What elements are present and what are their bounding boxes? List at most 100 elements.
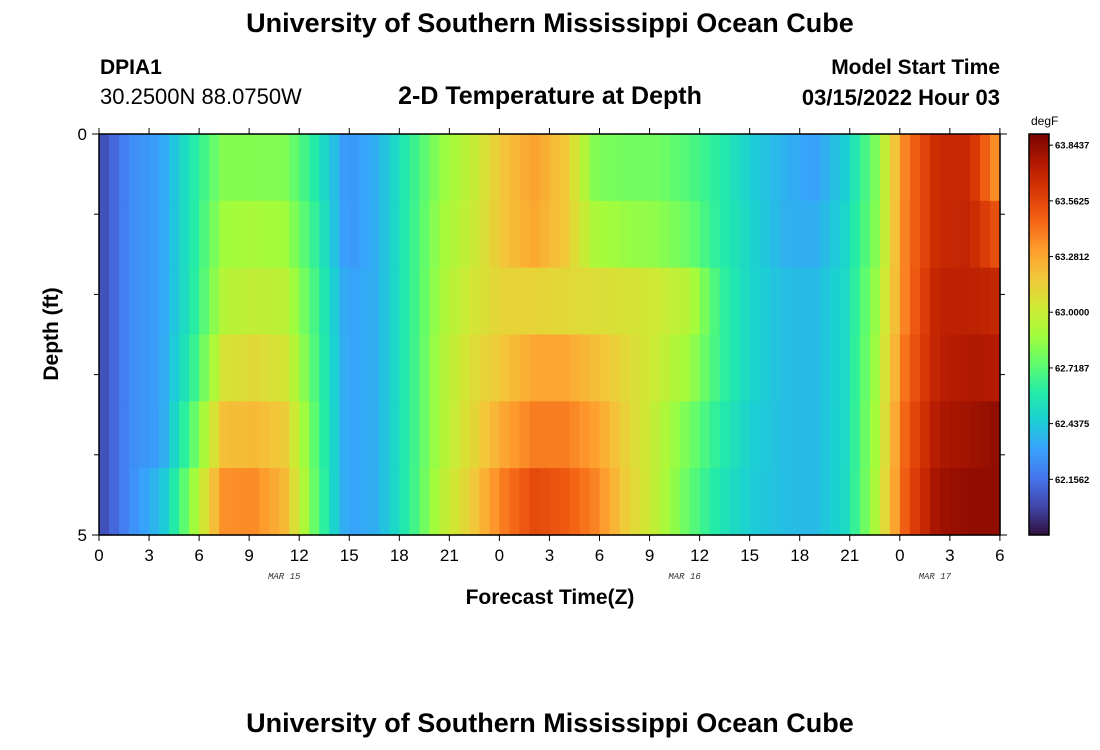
heatmap-cell <box>819 468 831 536</box>
heatmap-cell <box>169 468 180 536</box>
heatmap-cell <box>299 334 310 402</box>
heatmap-cell <box>649 401 661 469</box>
heatmap-cell <box>459 200 471 269</box>
heatmap-cell <box>929 200 941 269</box>
heatmap-cell <box>329 334 340 402</box>
colorbar-segment <box>1029 254 1049 259</box>
heatmap-cell <box>979 267 991 336</box>
heatmap-cell <box>599 334 611 402</box>
heatmap-cell <box>859 468 871 536</box>
heatmap-cell <box>539 134 551 202</box>
colorbar-frame <box>1028 133 1050 536</box>
colorbar-segment <box>1029 408 1049 412</box>
heatmap-cell <box>829 200 841 269</box>
colorbar-segment <box>1029 514 1049 519</box>
heatmap-cell <box>239 401 250 469</box>
heatmap-cell <box>509 267 521 336</box>
heatmap-cells <box>99 134 1001 536</box>
heatmap-cell <box>759 200 771 269</box>
heatmap-cell <box>169 334 180 402</box>
heatmap-cell <box>429 468 440 536</box>
colorbar-segment <box>1029 260 1049 265</box>
heatmap-cell <box>729 134 741 202</box>
heatmap-cell <box>389 468 400 536</box>
heatmap-cell <box>799 134 811 202</box>
heatmap-cell <box>739 200 751 269</box>
heatmap-cell <box>699 267 711 336</box>
heatmap-cell <box>689 468 701 536</box>
heatmap-cell <box>529 134 541 202</box>
heatmap-cell <box>869 134 881 202</box>
heatmap-cell <box>769 267 781 336</box>
colorbar-segment <box>1029 177 1049 182</box>
heatmap-cell <box>589 200 601 269</box>
heatmap-cell <box>829 267 841 336</box>
heatmap-cell <box>729 267 741 336</box>
heatmap-cell <box>329 401 340 469</box>
heatmap-cell <box>339 267 350 336</box>
heatmap-cell <box>679 200 691 269</box>
heatmap-cell <box>479 334 491 402</box>
colorbar-segment <box>1029 461 1049 466</box>
heatmap-cell <box>889 200 901 269</box>
colorbar-tick-label: 63.5625 <box>1055 196 1090 207</box>
colorbar-segment <box>1029 494 1049 499</box>
heatmap-cell <box>949 134 961 202</box>
colorbar-segment <box>1029 234 1049 239</box>
heatmap-cell <box>109 401 120 469</box>
heatmap-cell <box>189 334 200 402</box>
heatmap-cell <box>859 134 871 202</box>
y-axis: 05 <box>78 125 1007 545</box>
heatmap-cell <box>799 468 811 536</box>
heatmap-cell <box>869 200 881 269</box>
heatmap-cell <box>509 334 521 402</box>
heatmap-cell <box>439 468 450 536</box>
heatmap-cell <box>769 334 781 402</box>
heatmap-cell <box>949 334 961 402</box>
heatmap-cell <box>599 134 611 202</box>
colorbar-segment <box>1029 488 1049 493</box>
heatmap-cell <box>249 134 260 202</box>
heatmap-cell <box>819 401 831 469</box>
heatmap-cell <box>789 401 801 469</box>
colorbar-segment <box>1029 458 1049 462</box>
heatmap-cell <box>269 468 280 536</box>
colorbar-segment <box>1029 167 1049 172</box>
heatmap-cell <box>689 134 701 202</box>
colorbar-segment <box>1029 214 1049 219</box>
heatmap-cell <box>309 468 320 536</box>
heatmap-cell <box>989 334 1001 402</box>
colorbar-segment <box>1029 438 1049 442</box>
colorbar-segment <box>1029 418 1049 422</box>
heatmap-cell <box>359 134 370 202</box>
heatmap-cell <box>729 401 741 469</box>
x-tick-label: 21 <box>840 546 859 565</box>
colorbar-segment <box>1029 194 1049 198</box>
heatmap-cell <box>539 334 551 402</box>
heatmap-cell <box>739 134 751 202</box>
heatmap-cell <box>409 134 420 202</box>
heatmap-cell <box>429 334 440 402</box>
heatmap-cell <box>559 134 571 202</box>
heatmap-cell <box>389 401 400 469</box>
heatmap-cell <box>139 267 150 336</box>
heatmap-cell <box>839 134 851 202</box>
heatmap-cell <box>269 134 280 202</box>
heatmap-cell <box>529 200 541 269</box>
colorbar-tick-label: 63.0000 <box>1055 308 1089 319</box>
heatmap-cell <box>969 200 981 269</box>
heatmap-cell <box>789 134 801 202</box>
heatmap-cell <box>579 334 591 402</box>
heatmap-cell <box>929 401 941 469</box>
heatmap-cell <box>839 468 851 536</box>
heatmap-cell <box>959 401 971 469</box>
heatmap-cell <box>199 468 210 536</box>
heatmap-cell <box>469 200 481 269</box>
heatmap-cell <box>929 267 941 336</box>
heatmap-cell <box>929 468 941 536</box>
heatmap-cell <box>529 334 541 402</box>
colorbar-segment <box>1029 424 1049 429</box>
heatmap-cell <box>819 334 831 402</box>
heatmap-cell <box>619 134 631 202</box>
station-id: DPIA1 <box>100 56 162 79</box>
